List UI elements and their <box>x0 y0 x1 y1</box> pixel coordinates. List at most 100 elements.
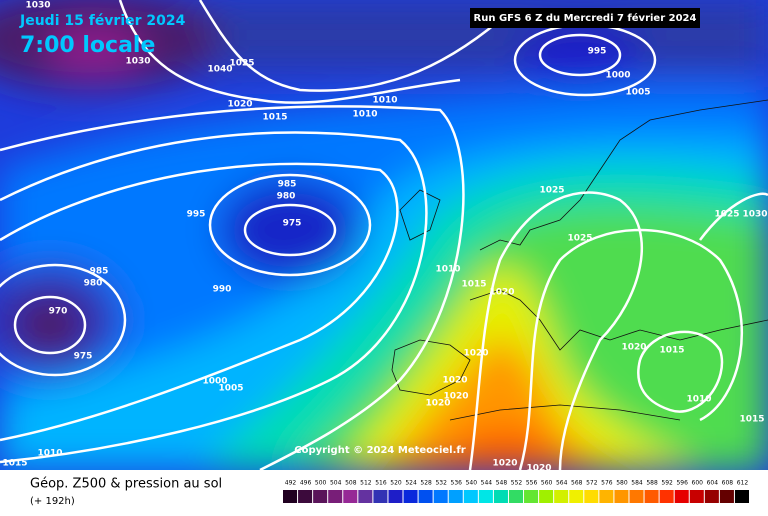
scale-swatch <box>313 490 328 503</box>
isobar-label: 1015 <box>2 459 27 469</box>
isobar-label: 1025 <box>714 210 739 220</box>
scale-label: 600 <box>692 480 704 487</box>
scale-swatch <box>704 490 719 503</box>
scale-label: 532 <box>435 480 447 487</box>
isobar-labels: 1030103010401025102010151010101099510001… <box>2 1 767 474</box>
isobar-label: 1010 <box>372 96 397 106</box>
isobar-label: 1025 <box>539 186 564 196</box>
coastlines <box>391 99 768 421</box>
scale-label: 500 <box>315 480 327 487</box>
isobar-label: 1005 <box>218 384 243 394</box>
scale-swatch <box>298 490 313 503</box>
isobar-label: 995 <box>588 47 607 57</box>
isobar-label: 1020 <box>492 459 517 469</box>
scale-swatch <box>569 490 584 503</box>
scale-swatch <box>629 490 644 503</box>
scale-label: 564 <box>556 480 568 487</box>
scale-swatch <box>433 490 448 503</box>
scale-swatch <box>418 490 433 503</box>
scale-swatch <box>554 490 569 503</box>
scale-label: 548 <box>496 480 508 487</box>
valid-date: Jeudi 15 février 2024 <box>19 13 186 29</box>
scale-swatch <box>614 490 629 503</box>
scale-label: 540 <box>466 480 478 487</box>
scale-label: 520 <box>390 480 402 487</box>
scale-label: 584 <box>631 480 643 487</box>
local-time: 7:00 locale <box>20 33 155 58</box>
isobar-label: 1005 <box>625 88 650 98</box>
scale-swatch <box>508 490 524 503</box>
lead-time: (+ 192h) <box>30 496 75 507</box>
scale-swatch <box>674 490 689 503</box>
isobar-label: 1015 <box>659 346 684 356</box>
footer-title: Géop. Z500 & pression au sol <box>30 477 222 492</box>
scale-label: 508 <box>345 480 357 487</box>
scale-label: 612 <box>737 480 749 487</box>
scale-label: 576 <box>601 480 613 487</box>
isobar-label: 1015 <box>739 415 764 425</box>
scale-label: 552 <box>511 480 523 487</box>
isobar-label: 1020 <box>526 464 551 474</box>
copyright: Copyright © 2024 Meteociel.fr <box>294 445 465 456</box>
isobar-label: 1020 <box>443 392 468 402</box>
scale-swatch <box>403 490 418 503</box>
isobar-label: 1010 <box>686 395 711 405</box>
scale-swatch <box>689 490 704 503</box>
run-info: Run GFS 6 Z du Mercredi 7 février 2024 <box>474 12 697 24</box>
scale-label: 560 <box>541 480 553 487</box>
scale-swatch <box>599 490 614 503</box>
scale-swatch <box>328 490 343 503</box>
isobar-label: 1020 <box>489 288 514 298</box>
isobar-label: 980 <box>84 279 103 289</box>
isobar-label: 1030 <box>742 210 767 220</box>
scale-swatch <box>644 490 659 503</box>
scale-swatch <box>343 490 358 503</box>
scale-swatch <box>478 490 493 503</box>
isobar-label: 1030 <box>25 1 50 11</box>
scale-label: 604 <box>707 480 719 487</box>
scale-label: 592 <box>661 480 673 487</box>
isobar-label: 1020 <box>621 343 646 353</box>
scale-label: 608 <box>722 480 734 487</box>
isobar-label: 995 <box>187 210 206 220</box>
scale-label: 536 <box>451 480 463 487</box>
isobars <box>0 0 768 470</box>
isobar-label: 1010 <box>37 449 62 459</box>
isobar-label: 1010 <box>435 265 460 275</box>
scale-label: 528 <box>420 480 432 487</box>
scale-swatch <box>388 490 403 503</box>
scale-label: 492 <box>285 480 297 487</box>
isobar-label: 1020 <box>425 399 450 409</box>
scale-label: 556 <box>526 480 538 487</box>
isobar-label: 1015 <box>461 280 486 290</box>
scale-swatch <box>463 490 478 503</box>
map-field: 1030103010401025102010151010101099510001… <box>0 0 768 474</box>
scale-label: 580 <box>616 480 628 487</box>
scale-label: 568 <box>571 480 583 487</box>
isobar-label: 1030 <box>125 57 150 67</box>
scale-label: 572 <box>586 480 598 487</box>
isobar-label: 1020 <box>227 100 252 110</box>
isobar-label: 975 <box>74 352 93 362</box>
scale-label: 496 <box>300 480 312 487</box>
scale-swatch <box>283 490 298 503</box>
isobar-label: 1000 <box>202 377 227 387</box>
isobar-label: 970 <box>49 307 68 317</box>
scale-swatch <box>358 490 373 503</box>
scale-swatch <box>584 490 599 503</box>
isobar-label: 985 <box>278 180 297 190</box>
run-box <box>470 8 700 28</box>
scale-swatch <box>719 490 734 503</box>
scale-swatch <box>373 490 388 503</box>
scale-label: 588 <box>646 480 658 487</box>
isobar-label: 1040 <box>207 65 232 75</box>
scale-swatch <box>539 490 554 503</box>
color-scale: 492 496 500 504 508 512 516 520 524 528 532 536 540 5… <box>283 480 749 503</box>
scale-swatch <box>734 490 749 503</box>
isobar-label: 985 <box>90 267 109 277</box>
isobar-label: 1020 <box>442 376 467 386</box>
scale-label: 544 <box>481 480 493 487</box>
isobar-label: 1025 <box>229 59 254 69</box>
isobar-label: 975 <box>283 219 302 229</box>
